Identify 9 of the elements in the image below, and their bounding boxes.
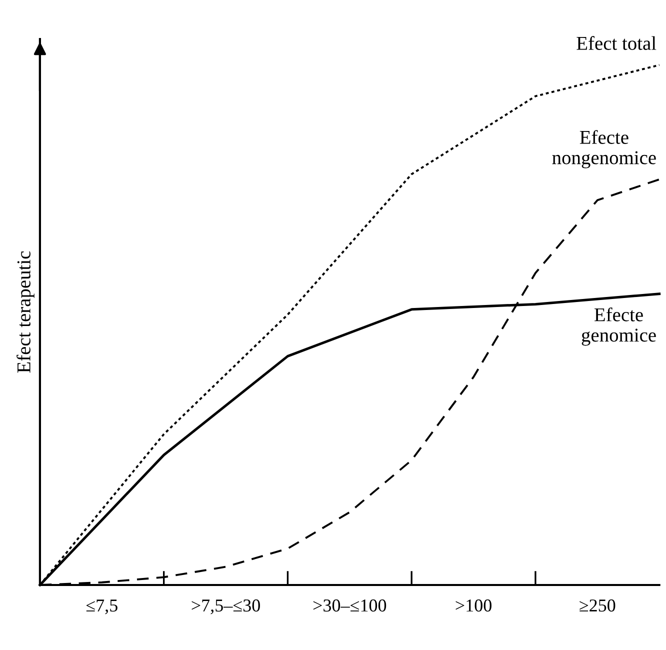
x-tick-label: >30–≤100 (313, 599, 386, 612)
x-tick-label: ≥250 (580, 599, 616, 612)
x-tick-label: >100 (456, 599, 492, 612)
series-label: Efect total (576, 36, 656, 50)
x-tick-label: ≤7,5 (86, 600, 118, 614)
series-label: Efecte nongenomice (552, 130, 656, 168)
series-label: Efecte genomice (582, 307, 656, 346)
x-tick-label: >7,5–≤30 (192, 599, 260, 614)
y-axis-title: Efect terapeutic (16, 251, 34, 373)
